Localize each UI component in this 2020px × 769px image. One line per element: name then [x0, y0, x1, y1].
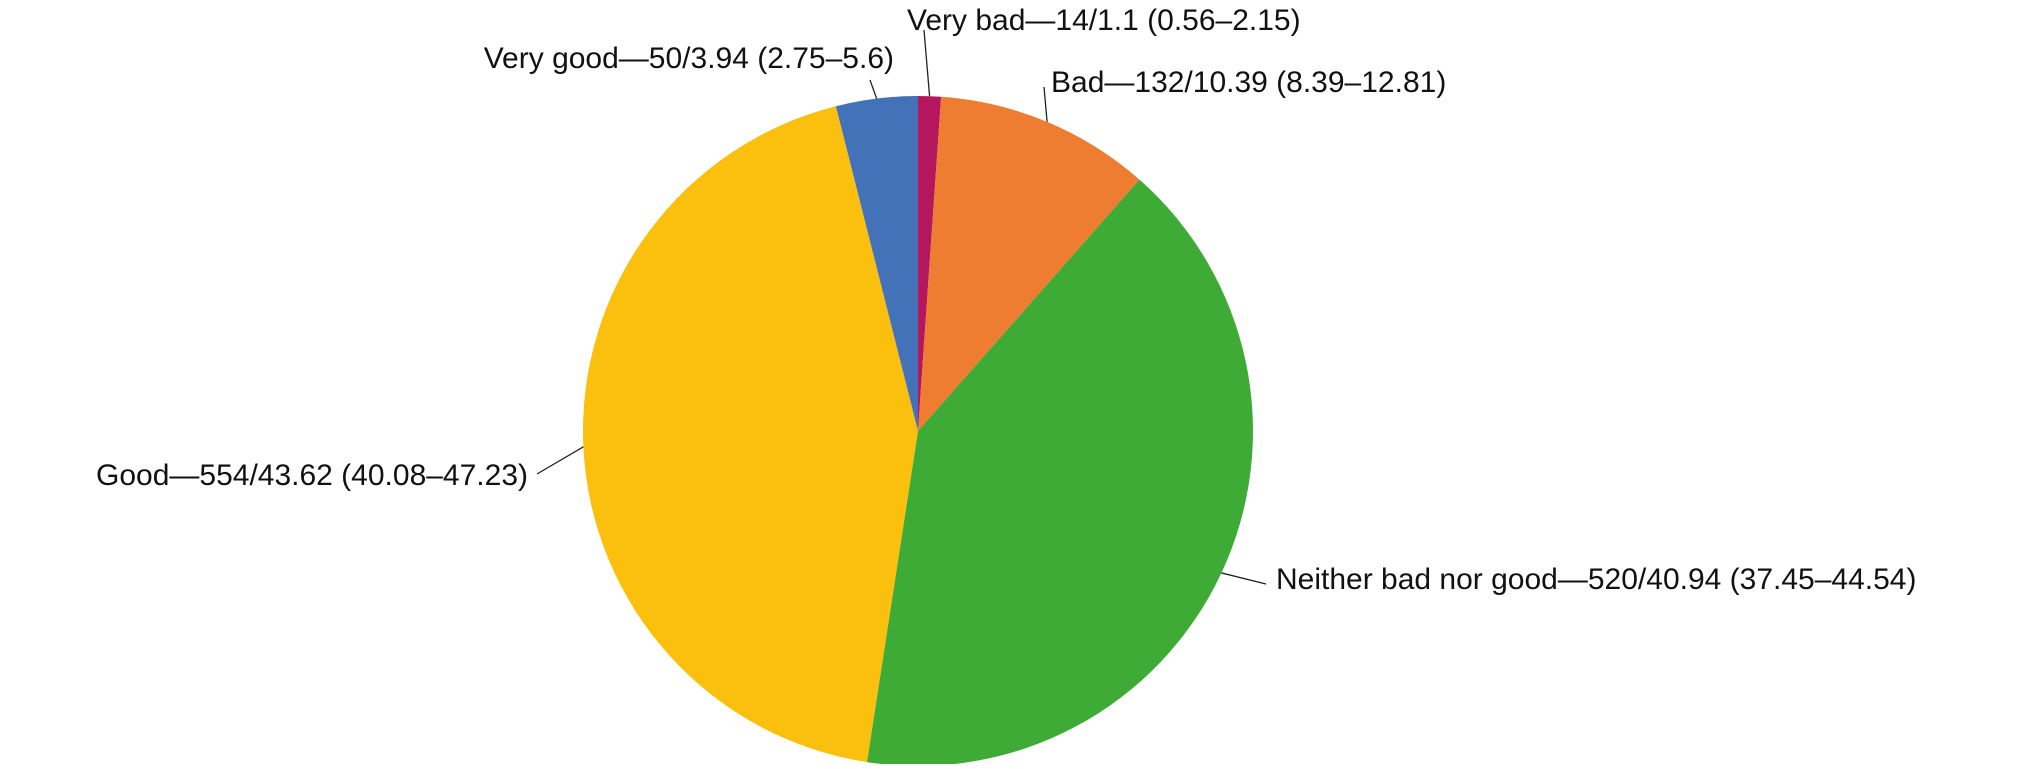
data-label: Neither bad nor good—520/40.94 (37.45–44… — [1276, 563, 1916, 596]
pie-slice — [835, 96, 918, 431]
leader-line — [536, 446, 584, 475]
data-label: Good—554/43.62 (40.08–47.23) — [96, 459, 528, 492]
pie-slice — [918, 96, 942, 431]
data-label: Very good—50/3.94 (2.75–5.6) — [484, 42, 894, 75]
leader-line — [1043, 86, 1048, 122]
pie-slice — [866, 179, 1253, 767]
pie-slice — [918, 96, 1140, 431]
leader-line — [1221, 572, 1267, 585]
data-label: Bad—132/10.39 (8.39–12.81) — [1051, 66, 1446, 99]
leader-line — [869, 79, 878, 99]
pie-slice — [583, 106, 918, 763]
leader-line — [923, 29, 931, 97]
data-label: Very bad—14/1.1 (0.56–2.15) — [907, 4, 1301, 37]
